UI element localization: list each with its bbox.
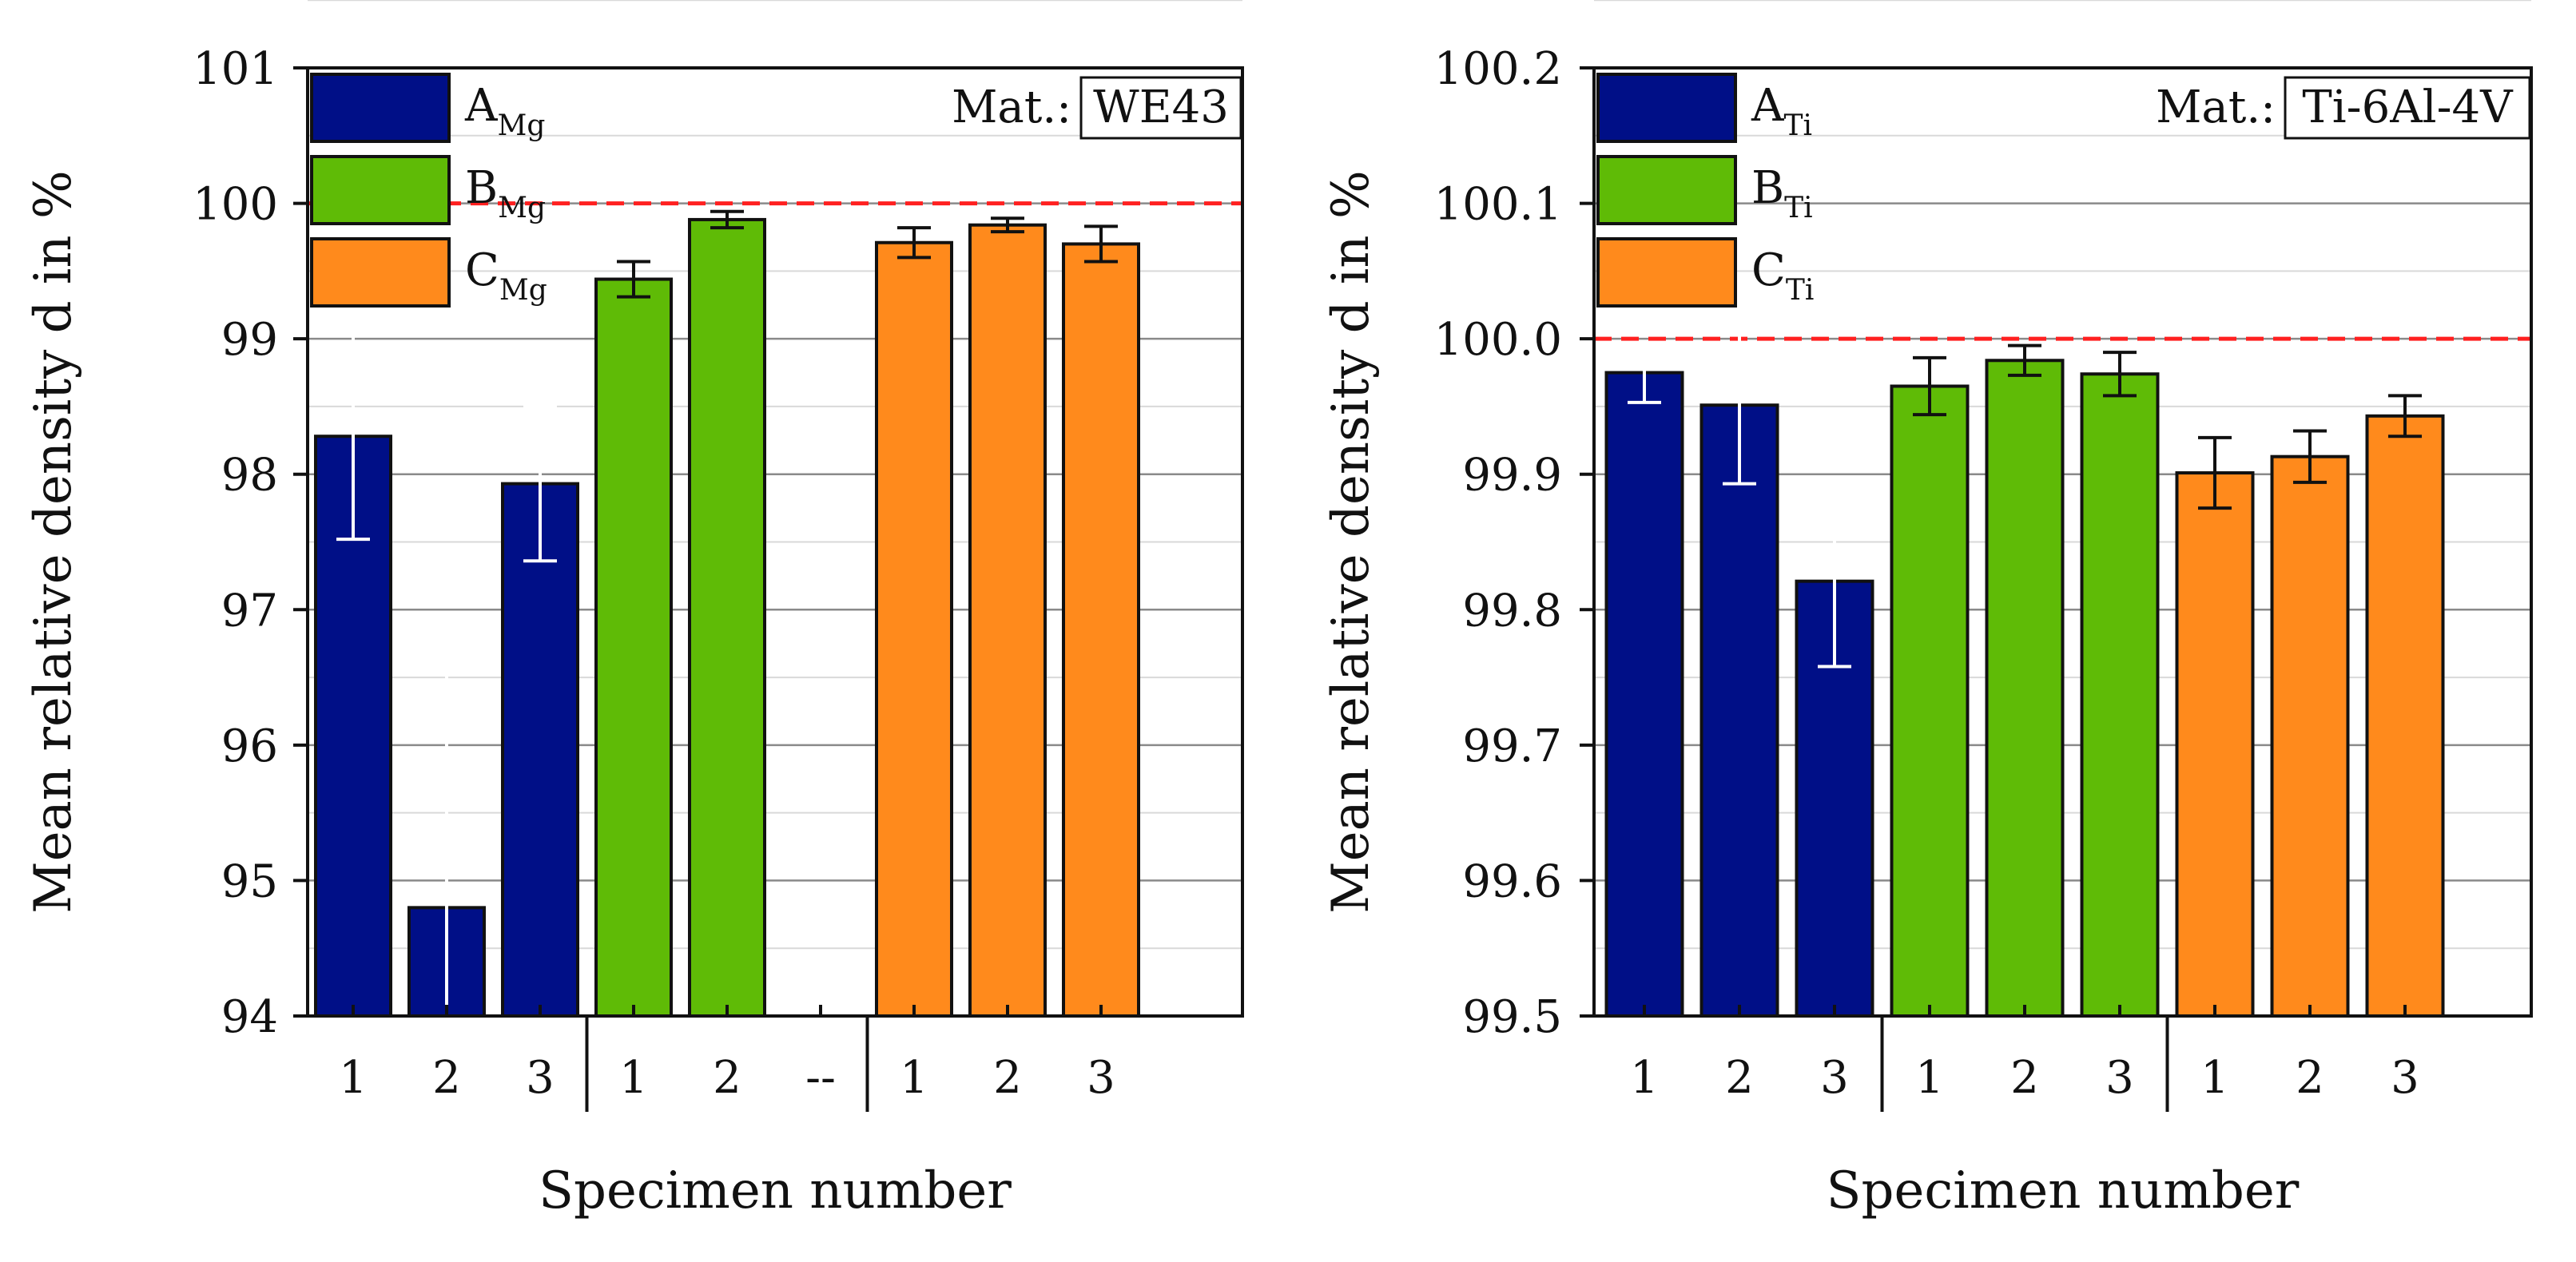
- x-tick-label: 3: [2391, 1052, 2419, 1104]
- x-tick-label: 2: [993, 1052, 1022, 1104]
- y-tick-label: 99.5: [1462, 991, 1562, 1043]
- x-tick-label: 1: [1915, 1052, 1944, 1104]
- y-tick-label: 99.9: [1462, 450, 1562, 502]
- y-tick-label: 101: [193, 43, 278, 95]
- bar: [1699, 403, 1779, 1018]
- x-tick-label: 1: [339, 1052, 368, 1104]
- y-tick-label: 94: [221, 991, 278, 1043]
- bar: [1890, 384, 1970, 1018]
- y-tick-label: 100.0: [1434, 314, 1562, 366]
- y-tick-label: 99.8: [1462, 585, 1562, 637]
- chart-panel-right: 99.5 99.6 99.7 99.8 99.9 100.0 100.1 100.2 1 2 3 1 2…: [1322, 0, 2533, 1220]
- x-tick-label: 3: [1820, 1052, 1849, 1104]
- material-label: Mat.:: [2156, 81, 2276, 133]
- bar: [875, 240, 953, 1018]
- x-tick-label: 3: [1087, 1052, 1115, 1104]
- material-box: [2284, 76, 2531, 140]
- plot-frame: [1592, 66, 2533, 1018]
- x-tick-label: 2: [2296, 1052, 2324, 1104]
- y-axis-title: Mean relative density d in %: [24, 170, 83, 914]
- legend-label: BMg: [465, 162, 546, 224]
- bar: [2270, 454, 2350, 1018]
- y-tick-label: 100: [193, 179, 278, 231]
- bar: [1062, 242, 1140, 1018]
- material-label: Mat.:: [952, 81, 1071, 133]
- plot-frame: [306, 66, 1244, 1018]
- bar: [2080, 372, 2160, 1018]
- bar: [594, 277, 673, 1018]
- x-tick-label: 2: [2010, 1052, 2039, 1104]
- legend-swatch: [1596, 73, 1737, 143]
- material-box: [1079, 76, 1242, 140]
- legend-swatch: [310, 237, 451, 308]
- x-tick-label: 1: [900, 1052, 928, 1104]
- bar: [501, 482, 579, 1018]
- bar: [2175, 471, 2255, 1018]
- y-tick-label: 99.6: [1462, 855, 1562, 907]
- x-tick-label: --: [805, 1052, 836, 1104]
- x-tick-label: 2: [713, 1052, 741, 1104]
- x-tick-label: 2: [432, 1052, 461, 1104]
- legend-label: CTi: [1751, 244, 1814, 307]
- y-tick-label: 98: [221, 450, 278, 502]
- bar: [2365, 414, 2445, 1018]
- legend-label: AMg: [464, 80, 545, 142]
- y-tick-label: 95: [221, 855, 278, 907]
- legend-swatch: [1596, 155, 1737, 225]
- legend-swatch: [1596, 237, 1737, 308]
- bar: [1604, 371, 1684, 1018]
- x-tick-label: 1: [619, 1052, 648, 1104]
- x-tick-label: 2: [1725, 1052, 1754, 1104]
- legend-label: CMg: [465, 244, 547, 307]
- y-axis-title: Mean relative density d in %: [1322, 170, 1381, 914]
- material-value: WE43: [1093, 81, 1229, 133]
- y-tick-label: 99: [221, 314, 278, 366]
- bar: [968, 223, 1047, 1018]
- legend-label: BTi: [1751, 162, 1813, 224]
- y-tick-label: 100.1: [1434, 179, 1562, 231]
- y-tick-label: 100.2: [1434, 43, 1562, 95]
- y-tick-label: 96: [221, 720, 278, 772]
- x-tick-label: 1: [2200, 1052, 2229, 1104]
- legend-swatch: [310, 155, 451, 225]
- material-value: Ti-6Al-4V: [2302, 81, 2514, 133]
- bar: [688, 217, 766, 1018]
- bar: [1985, 359, 2065, 1018]
- y-tick-label: 99.7: [1462, 720, 1562, 772]
- legend-label: ATi: [1751, 80, 1812, 142]
- x-axis-title: Specimen number: [1827, 1161, 2300, 1220]
- x-tick-label: 3: [2105, 1052, 2134, 1104]
- x-tick-label: 1: [1630, 1052, 1659, 1104]
- legend-swatch: [310, 73, 451, 143]
- y-tick-label: 97: [221, 585, 278, 637]
- chart-panel-left: 94 95 96 97 98 99 100 101 1 2 3 1 2 -- 1 2 3 AMg BMg CMg Mat…: [24, 0, 1244, 1220]
- x-tick-label: 3: [526, 1052, 555, 1104]
- x-axis-title: Specimen number: [539, 1161, 1012, 1220]
